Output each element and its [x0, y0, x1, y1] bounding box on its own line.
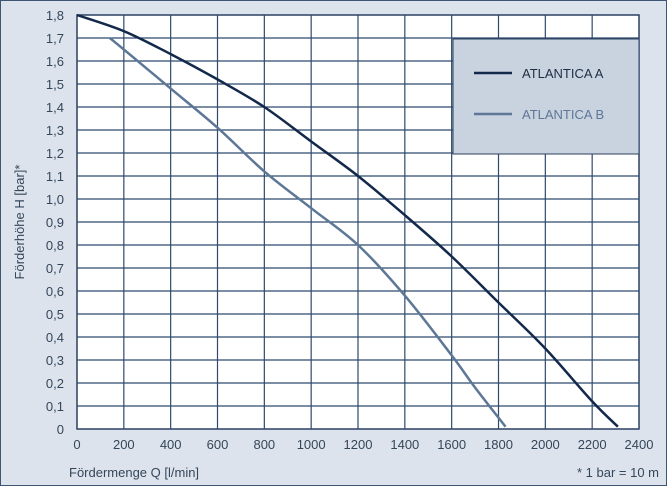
x-tick-label: 1200	[344, 437, 373, 452]
x-tick-label: 1600	[437, 437, 466, 452]
y-axis-label: Förderhöhe H [bar]*	[12, 165, 27, 280]
x-tick-label: 200	[113, 437, 135, 452]
y-tick-label: 1,1	[46, 169, 64, 184]
y-tick-label: 1,5	[46, 77, 64, 92]
y-tick-label: 1,8	[46, 8, 64, 23]
y-tick-label: 1,0	[46, 192, 64, 207]
x-tick-label: 600	[207, 437, 229, 452]
x-tick-label: 2000	[531, 437, 560, 452]
legend: ATLANTICA A ATLANTICA B	[452, 38, 640, 155]
y-tick-label: 0,7	[46, 261, 64, 276]
y-tick-label: 0,1	[46, 399, 64, 414]
y-tick-label: 0,2	[46, 376, 64, 391]
y-tick-label: 0,9	[46, 215, 64, 230]
x-tick-label: 1400	[390, 437, 419, 452]
x-tick-labels: 0 200 400 600 800 1000 1200 1400 1600 1800 2000 220…	[73, 437, 653, 452]
y-tick-label: 0,4	[46, 330, 64, 345]
y-tick-label: 0,8	[46, 238, 64, 253]
x-tick-label: 400	[160, 437, 182, 452]
series-line-atlantica-b	[109, 37, 507, 428]
y-tick-label: 1,3	[46, 123, 64, 138]
x-tick-label: 0	[73, 437, 80, 452]
x-tick-label: 2200	[578, 437, 607, 452]
legend-box	[452, 38, 640, 155]
y-tick-label: 0,5	[46, 307, 64, 322]
series-line-atlantica-a	[76, 13, 619, 428]
x-axis-label: Fördermenge Q [l/min]	[69, 465, 199, 480]
y-tick-label: 1,4	[46, 100, 64, 115]
y-tick-label: 1,6	[46, 54, 64, 69]
y-tick-label: 0,6	[46, 284, 64, 299]
series-lines	[76, 13, 619, 428]
y-tick-label: 1,2	[46, 146, 64, 161]
x-tick-label: 800	[253, 437, 275, 452]
legend-label-atlantica-b: ATLANTICA B	[522, 107, 604, 122]
y-tick-label: 0,3	[46, 353, 64, 368]
y-tick-labels: 0 0,1 0,2 0,3 0,4 0,5 0,6 0,7 0,8 0,9 1,0 1,1 1,2 1,3…	[46, 8, 64, 437]
x-tick-label: 2400	[625, 437, 654, 452]
y-tick-label: 1,7	[46, 31, 64, 46]
legend-label-atlantica-a: ATLANTICA A	[522, 66, 604, 81]
y-tick-label: 0	[57, 422, 64, 437]
x-tick-label: 1000	[297, 437, 326, 452]
x-tick-label: 1800	[484, 437, 513, 452]
footnote: * 1 bar = 10 m	[577, 465, 659, 480]
